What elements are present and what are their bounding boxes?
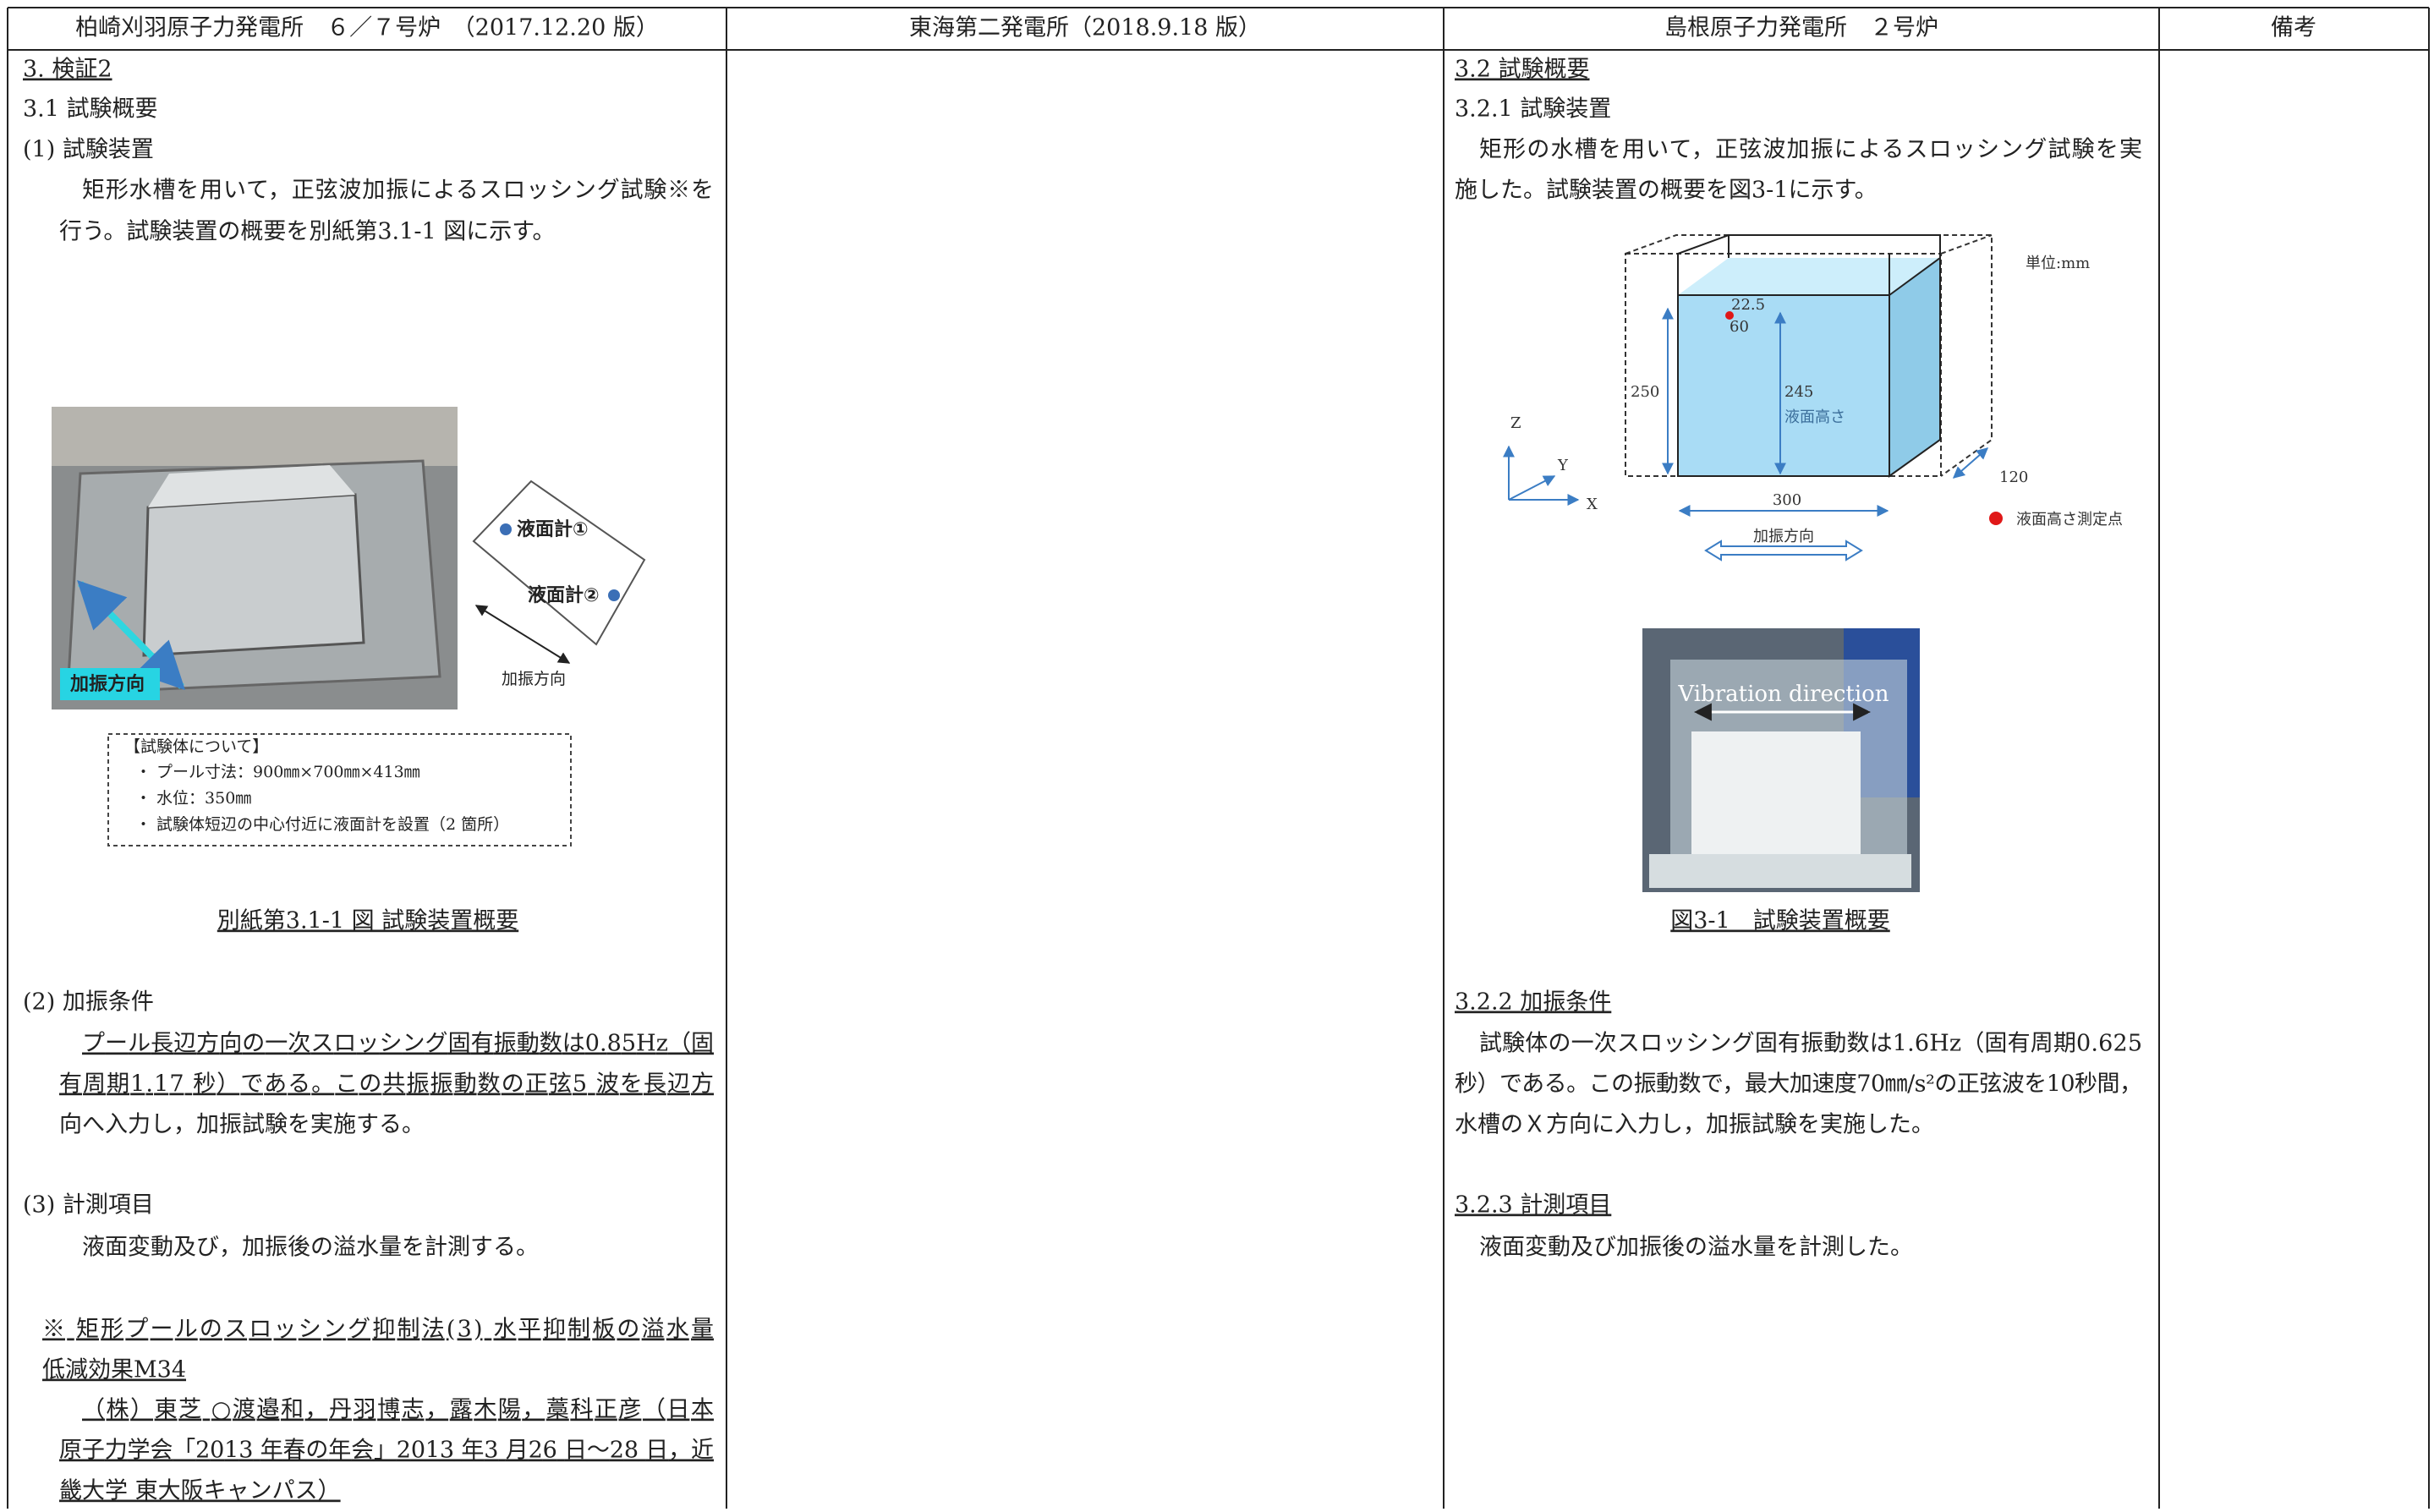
- header-cell: 備考: [2271, 15, 2316, 41]
- paragraph-line: プール長辺方向の一次スロッシング固有振動数は0.85Hz（固: [82, 1031, 714, 1057]
- direction-arrow: [474, 605, 571, 664]
- paragraph-line: 向へ入力し，加振試験を実施する。: [59, 1112, 425, 1138]
- note-title: 【試験体について】: [124, 737, 268, 756]
- section-heading: 3.2 試験概要: [1455, 57, 1590, 83]
- reference-line: 畿大学 東大阪キャンパス）: [59, 1478, 341, 1504]
- diagram-label: 120: [1999, 468, 2028, 486]
- note-item: ・ プール寸法：900㎜×700㎜×413㎜: [135, 763, 420, 781]
- header-cell: 島根原子力発電所 ２号炉: [1664, 15, 1938, 41]
- axis-label: X: [1587, 496, 1598, 513]
- paragraph-line: 秒）である。この振動数で，最大加速度70㎜/s²の正弦波を10秒間，: [1455, 1071, 2142, 1098]
- paragraph-line: 有周期1.17 秒）である。この共振振動数の正弦5 波を長辺方: [59, 1071, 714, 1098]
- header-cell: 東海第二発電所（2018.9.18 版）: [909, 15, 1261, 41]
- note-item: ・ 水位：350㎜: [135, 789, 251, 808]
- paragraph-line: 施した。試験装置の概要を図3-1に示す。: [1455, 178, 1878, 204]
- tank-diagram: [1503, 234, 2003, 562]
- diagram-label: 単位:mm: [2026, 255, 2090, 272]
- header-cell: 柏崎刈羽原子力発電所 ６／７号炉 （2017.12.20 版）: [75, 15, 659, 41]
- reference-line: ※ 矩形プールのスロッシング抑制法(3) 水平抑制板の溢水量: [42, 1317, 714, 1343]
- diagram-label: 245: [1784, 383, 1813, 401]
- photo: [52, 407, 458, 709]
- item-heading: (3) 計測項目: [23, 1192, 154, 1219]
- gauge-label: 液面計①: [517, 518, 589, 540]
- item-heading: (1) 試験装置: [23, 137, 154, 163]
- diagram-label: 250: [1631, 383, 1659, 401]
- figure-caption: 図3-1 試験装置概要: [1670, 908, 1889, 934]
- reference-line: （株）東芝 ○渡邉和，丹羽博志，露木陽，藁科正彦（日本: [82, 1397, 714, 1423]
- diagram-label: 22.5: [1731, 296, 1765, 314]
- direction-label: 加振方向: [502, 670, 566, 688]
- diagram-label: 加振方向: [1753, 528, 1814, 545]
- paragraph-line: 液面変動及び加振後の溢水量を計測した。: [1479, 1235, 1913, 1261]
- photo-label: Vibration direction: [1677, 682, 1889, 707]
- figure-caption: 別紙第3.1-1 図 試験装置概要: [217, 908, 518, 934]
- subsection-heading: 3.1 試験概要: [23, 96, 158, 123]
- gauge-dot: [608, 589, 620, 601]
- diagram-label: 60: [1730, 318, 1749, 336]
- photo-label: 加振方向: [69, 673, 145, 695]
- section-heading: 3. 検証2: [23, 57, 112, 83]
- axis-label: Z: [1510, 414, 1521, 432]
- paragraph-line: 液面変動及び，加振後の溢水量を計測する。: [82, 1235, 539, 1261]
- paragraph-line: 試験体の一次スロッシング固有振動数は1.6Hz（固有周期0.625: [1479, 1031, 2142, 1057]
- reference-line: 低減効果M34: [42, 1357, 186, 1383]
- reference-line: 原子力学会「2013 年春の年会」2013 年3 月26 日～28 日，近: [59, 1438, 714, 1464]
- note-item: ・ 試験体短辺の中心付近に液面計を設置（2 箇所）: [135, 815, 509, 834]
- gauge-dot: [500, 523, 512, 535]
- paragraph-line: 矩形の水槽を用いて，正弦波加振によるスロッシング試験を実: [1479, 137, 2142, 163]
- diagram-label: 300: [1773, 491, 1801, 509]
- photo: [1642, 628, 1920, 892]
- item-heading: (2) 加振条件: [23, 989, 154, 1016]
- item-heading: 3.2.2 加振条件: [1455, 989, 1611, 1016]
- subsection-heading: 3.2.1 試験装置: [1455, 96, 1611, 123]
- note-box: [107, 733, 572, 846]
- item-heading: 3.2.3 計測項目: [1455, 1192, 1611, 1219]
- paragraph-line: 水槽のＸ方向に入力し，加振試験を実施した。: [1455, 1112, 1934, 1138]
- diagram-label: 液面高さ: [1784, 408, 1845, 426]
- gauge-label: 液面計②: [528, 584, 600, 606]
- axis-label: Y: [1557, 457, 1569, 474]
- legend-label: 液面高さ測定点: [2016, 511, 2123, 529]
- table-frame: [7, 7, 2430, 1509]
- paragraph-line: 行う。試験装置の概要を別紙第3.1-1 図に示す。: [59, 219, 556, 245]
- paragraph-line: 矩形水槽を用いて，正弦波加振によるスロッシング試験※を: [82, 178, 714, 204]
